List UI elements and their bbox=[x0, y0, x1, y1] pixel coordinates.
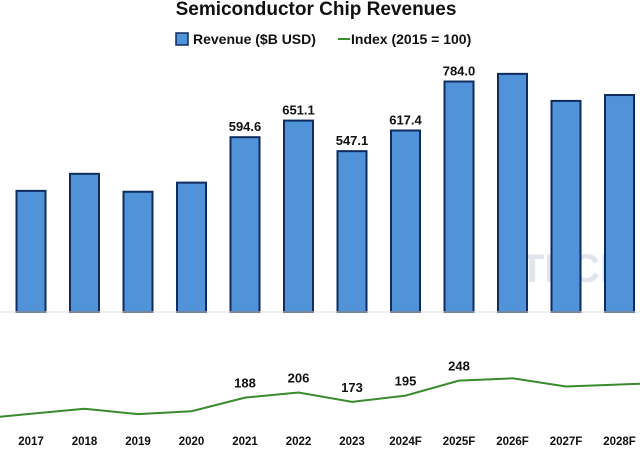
legend-line-label: Index (2015 = 100) bbox=[351, 31, 471, 47]
x-tick-2027F: 2027F bbox=[550, 436, 583, 448]
x-tick-2020: 2020 bbox=[179, 436, 205, 448]
bar-label-2024F: 617.4 bbox=[389, 112, 422, 127]
bar-2025F bbox=[443, 80, 475, 313]
x-tick-2023: 2023 bbox=[339, 436, 365, 448]
x-tick-2018: 2018 bbox=[72, 436, 98, 448]
x-tick-2017: 2017 bbox=[18, 436, 44, 448]
labels-layer: 594.6 651.1 547.1 617.4 784.0 188 206 173 195 248 bbox=[229, 64, 476, 395]
bar-2027F bbox=[550, 99, 582, 313]
bar-2028F bbox=[604, 94, 635, 313]
bar-2026F bbox=[497, 72, 528, 313]
x-axis-ticks: 2017 2018 2019 2020 2021 2022 2023 2024F 2025F 20… bbox=[18, 436, 636, 448]
bar-2024F bbox=[390, 129, 421, 313]
bar-2022 bbox=[283, 119, 314, 313]
bar-2018 bbox=[69, 172, 100, 313]
x-tick-2024F: 2024F bbox=[389, 436, 422, 448]
bar-2019 bbox=[122, 190, 154, 313]
x-tick-2021: 2021 bbox=[232, 436, 258, 448]
bar-label-2021: 594.6 bbox=[229, 119, 262, 134]
x-tick-2019: 2019 bbox=[125, 436, 151, 448]
line-label-2022: 206 bbox=[288, 370, 310, 385]
line-label-2023: 173 bbox=[341, 380, 363, 395]
index-line bbox=[0, 377, 640, 418]
line-label-2025F: 248 bbox=[448, 359, 470, 374]
x-tick-2025F: 2025F bbox=[443, 436, 476, 448]
legend: Revenue ($B USD) Index (2015 = 100) bbox=[175, 31, 471, 47]
bar-2021 bbox=[229, 136, 261, 313]
x-tick-2022: 2022 bbox=[286, 436, 312, 448]
chart-title: Semiconductor Chip Revenues bbox=[176, 0, 457, 20]
bar-label-2022: 651.1 bbox=[282, 103, 315, 118]
x-tick-2028F: 2028F bbox=[603, 436, 636, 448]
line-layer bbox=[0, 377, 640, 418]
bar-2017 bbox=[15, 189, 47, 313]
legend-bar-label: Revenue ($B USD) bbox=[193, 31, 316, 47]
bar-label-2025F: 784.0 bbox=[443, 64, 476, 79]
legend-bar-swatch bbox=[175, 32, 189, 46]
bar-label-2023: 547.1 bbox=[336, 133, 369, 148]
line-label-2021: 188 bbox=[234, 376, 256, 391]
bar-2020 bbox=[176, 181, 207, 313]
x-tick-2026F: 2026F bbox=[496, 436, 529, 448]
line-label-2024F: 195 bbox=[395, 374, 417, 389]
bar-2023 bbox=[336, 150, 368, 313]
